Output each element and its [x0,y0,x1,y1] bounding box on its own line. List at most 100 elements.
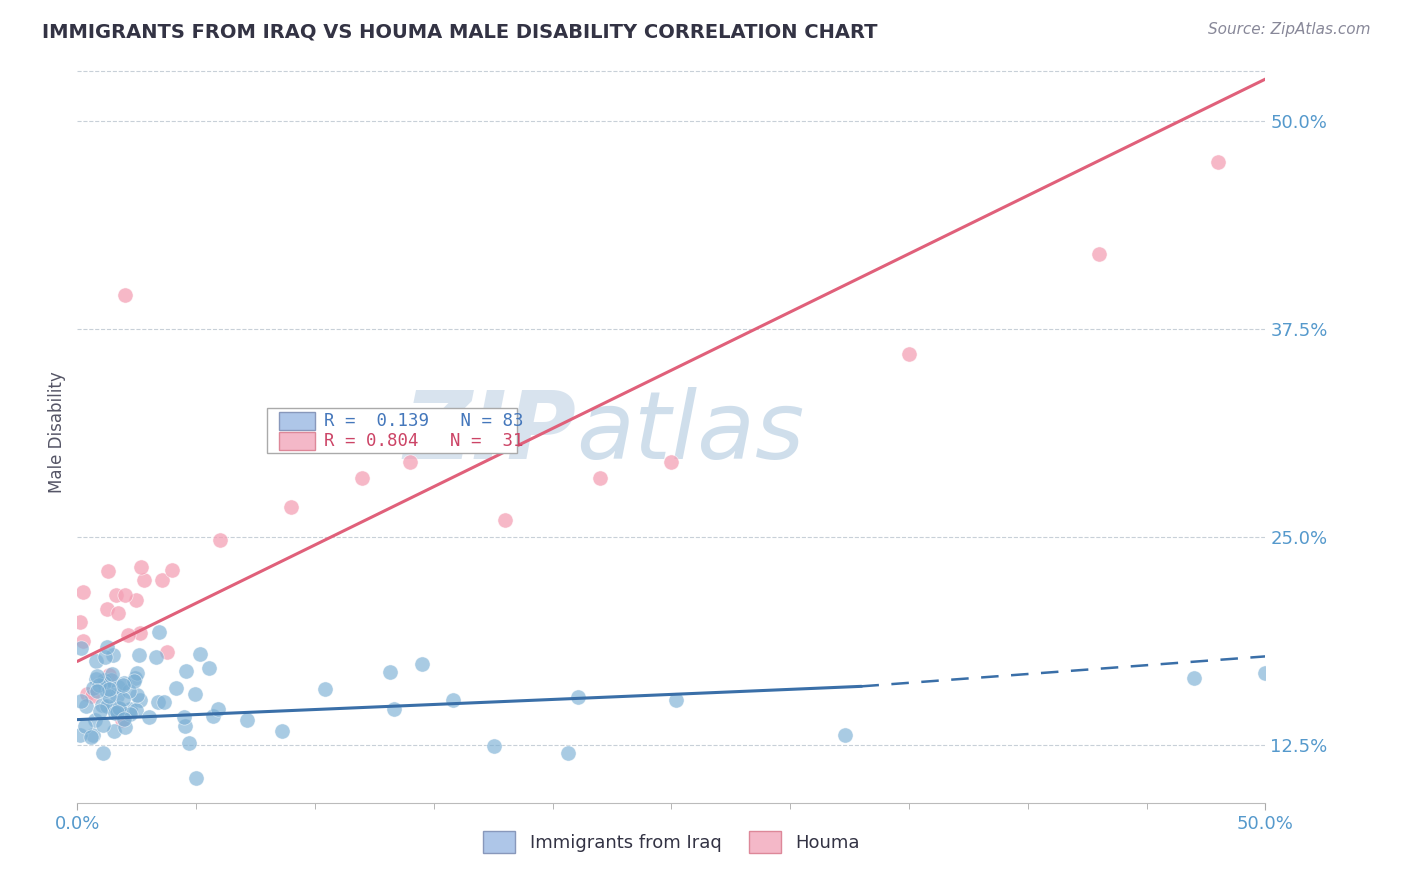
Point [79,730,101,744]
Text: atlas: atlas [576,387,804,478]
Point [1206,155,1229,169]
Point [97,564,120,578]
Text: IMMIGRANTS FROM IRAQ VS HOUMA MALE DISABILITY CORRELATION CHART: IMMIGRANTS FROM IRAQ VS HOUMA MALE DISAB… [42,22,877,41]
Point [128,648,150,662]
Point [208,533,231,547]
Point [271,723,294,738]
Point [188,647,211,661]
Point [107,680,129,694]
Point [105,706,128,720]
Point [1254,666,1277,681]
Point [186,771,208,785]
Point [352,471,374,485]
Point [84,673,107,687]
Point [91,746,114,760]
Point [664,692,686,706]
Point [76,687,98,701]
Point [567,690,589,704]
Point [104,706,127,721]
Point [114,720,136,734]
Point [108,701,131,715]
Point [1088,246,1111,260]
Text: ZIP: ZIP [404,386,576,479]
Point [118,706,141,721]
Point [482,739,505,753]
Point [148,624,170,639]
Point [165,681,187,695]
Point [202,708,225,723]
Point [80,690,103,704]
Point [87,678,110,692]
Point [114,288,136,302]
Point [174,664,197,678]
Point [382,702,405,716]
Point [86,669,108,683]
Point [236,713,259,727]
Point [94,682,117,697]
Point [101,666,124,681]
Point [145,649,167,664]
Point [108,701,131,715]
Point [98,668,121,682]
Point [494,513,516,527]
FancyBboxPatch shape [267,409,517,452]
Point [124,671,146,685]
Point [125,593,148,607]
Point [314,682,336,697]
Point [834,728,856,742]
Point [112,692,135,706]
Text: R =  0.139   N = 83: R = 0.139 N = 83 [325,412,524,430]
Text: Source: ZipAtlas.com: Source: ZipAtlas.com [1208,22,1371,37]
Point [111,713,134,727]
Point [177,736,200,750]
Point [93,673,115,687]
Point [207,701,229,715]
Point [125,703,148,717]
Point [1182,671,1205,685]
Point [69,728,91,742]
Point [94,649,117,664]
Y-axis label: Male Disability: Male Disability [48,372,66,493]
Point [101,648,124,662]
Point [162,563,184,577]
Point [69,641,91,656]
Point [69,615,91,630]
Point [399,455,422,469]
Point [153,695,176,709]
Point [82,728,104,742]
Point [112,678,135,692]
Point [89,704,111,718]
Point [198,661,221,675]
Point [97,689,120,703]
Text: R = 0.804   N =  31: R = 0.804 N = 31 [325,432,524,450]
Point [411,657,433,672]
Point [441,693,464,707]
Point [72,584,94,599]
Point [91,718,114,732]
Point [84,713,107,727]
Point [82,681,104,696]
Point [117,628,139,642]
Point [73,718,96,732]
Point [72,634,94,648]
Point [898,346,921,360]
Point [589,471,612,485]
Legend: Immigrants from Iraq, Houma: Immigrants from Iraq, Houma [475,824,868,861]
Point [138,709,160,723]
Point [378,665,401,679]
Point [557,746,579,760]
Point [86,654,108,668]
Point [174,719,197,733]
Point [97,681,120,696]
Point [125,665,148,680]
Point [86,684,108,698]
Point [132,573,155,587]
Point [100,673,122,687]
Point [118,683,141,698]
Point [75,699,97,714]
Point [104,588,127,602]
Point [70,694,93,708]
Point [280,500,302,514]
Bar [280,432,315,450]
Point [112,712,135,726]
